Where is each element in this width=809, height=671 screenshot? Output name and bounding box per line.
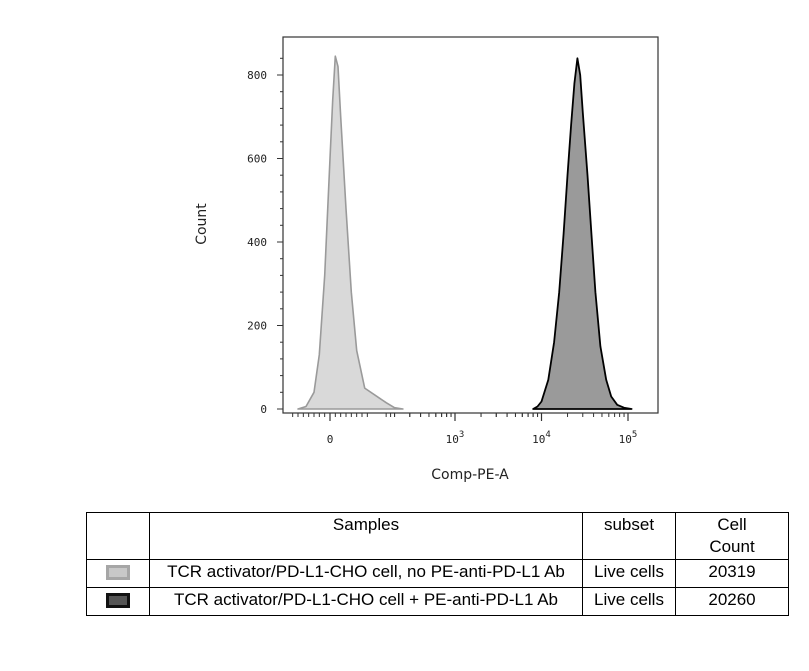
legend-header-swatch <box>86 512 150 560</box>
y-axis-title: Count <box>194 203 210 245</box>
histogram-chart: 0 200 400 600 800 0 103 104 105 Count Comp-PE-A <box>194 36 659 483</box>
y-tick-label: 800 <box>247 69 267 82</box>
x-tick-label: 0 <box>327 433 334 446</box>
legend-swatch-cell <box>86 559 150 588</box>
legend-header-samples: Samples <box>149 512 583 560</box>
series-0-histogram <box>297 55 404 410</box>
legend-sample-name: TCR activator/PD-L1-CHO cell, no PE-anti… <box>149 559 583 588</box>
legend-subset: Live cells <box>582 587 676 616</box>
legend-cell-count: 20260 <box>675 587 789 616</box>
y-axis: 0 200 400 600 800 <box>247 57 283 416</box>
legend-swatch-unstained <box>106 565 130 580</box>
x-tick-label: 105 <box>619 430 638 446</box>
legend-header-subset: subset <box>582 512 676 560</box>
legend-subset: Live cells <box>582 559 676 588</box>
plot-layer <box>297 55 633 410</box>
x-axis-title: Comp-PE-A <box>431 467 509 483</box>
legend-header-cell-count: Cell Count <box>675 512 789 560</box>
legend-sample-name: TCR activator/PD-L1-CHO cell + PE-anti-P… <box>149 587 583 616</box>
legend-table: Samples subset Cell Count TCR activator/… <box>86 512 789 616</box>
y-tick-label: 600 <box>247 153 267 166</box>
legend-row: TCR activator/PD-L1-CHO cell, no PE-anti… <box>86 559 789 588</box>
x-axis: 0 103 104 105 <box>292 413 638 446</box>
legend-swatch-stained <box>106 593 130 608</box>
legend-cell-count: 20319 <box>675 559 789 588</box>
x-tick-label: 103 <box>446 430 465 446</box>
series-1-histogram <box>532 57 633 410</box>
y-tick-label: 0 <box>260 403 267 416</box>
legend-row: TCR activator/PD-L1-CHO cell + PE-anti-P… <box>86 587 789 616</box>
y-tick-label: 200 <box>247 320 267 333</box>
x-tick-label: 104 <box>532 430 551 446</box>
legend-header-row: Samples subset Cell Count <box>86 512 789 560</box>
legend-swatch-cell <box>86 587 150 616</box>
y-tick-label: 400 <box>247 236 267 249</box>
